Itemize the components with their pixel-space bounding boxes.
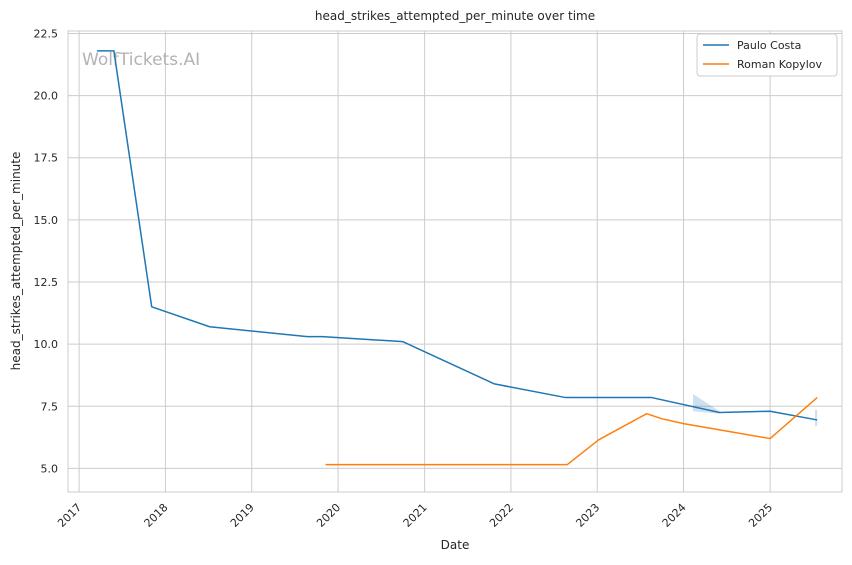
y-tick-label: 5.0 — [41, 462, 59, 475]
data-point-paulo-costa — [650, 396, 653, 399]
series-lines — [95, 49, 819, 466]
y-tick-label: 10.0 — [34, 338, 59, 351]
data-point-paulo-costa — [769, 410, 772, 413]
x-axis-label: Date — [441, 538, 470, 552]
data-point-roman-kopylov — [566, 463, 569, 466]
legend-box — [696, 33, 838, 77]
data-point-paulo-costa — [112, 49, 115, 52]
y-tick-label: 7.5 — [41, 400, 59, 413]
confidence-band-paulo-costa — [815, 409, 818, 427]
data-point-paulo-costa — [401, 340, 404, 343]
grid-layer — [68, 31, 842, 492]
y-tick-label: 22.5 — [34, 27, 59, 40]
data-point-roman-kopylov — [816, 396, 819, 399]
data-point-roman-kopylov — [324, 463, 327, 466]
chart-title: head_strikes_attempted_per_minute over t… — [315, 9, 595, 23]
data-point-paulo-costa — [95, 49, 98, 52]
legend-label-paulo-costa: Paulo Costa — [737, 39, 801, 52]
data-point-paulo-costa — [208, 325, 211, 328]
watermark: WolfTickets.AI — [82, 50, 200, 70]
legend-label-roman-kopylov: Roman Kopylov — [737, 58, 822, 71]
data-point-paulo-costa — [816, 418, 819, 421]
data-point-paulo-costa — [718, 411, 721, 414]
y-axis-label: head_strikes_attempted_per_minute — [9, 152, 23, 371]
data-point-roman-kopylov — [597, 438, 600, 441]
data-point-paulo-costa — [150, 305, 153, 308]
y-tick-label: 20.0 — [34, 90, 59, 103]
plot-area-frame — [67, 30, 843, 493]
series-line-roman-kopylov — [325, 396, 818, 466]
legend: Paulo Costa Roman Kopylov — [696, 33, 838, 77]
data-point-paulo-costa — [564, 396, 567, 399]
y-tick-label: 12.5 — [34, 276, 59, 289]
y-tick-label: 15.0 — [34, 214, 59, 227]
series-line-paulo-costa — [97, 50, 818, 421]
data-point-roman-kopylov — [682, 422, 685, 425]
data-point-roman-kopylov — [660, 417, 663, 420]
data-point-paulo-costa — [321, 335, 324, 338]
data-point-roman-kopylov — [769, 437, 772, 440]
data-point-roman-kopylov — [645, 412, 648, 415]
y-tick-label: 17.5 — [34, 152, 59, 165]
data-point-paulo-costa — [493, 382, 496, 385]
data-point-paulo-costa — [306, 335, 309, 338]
